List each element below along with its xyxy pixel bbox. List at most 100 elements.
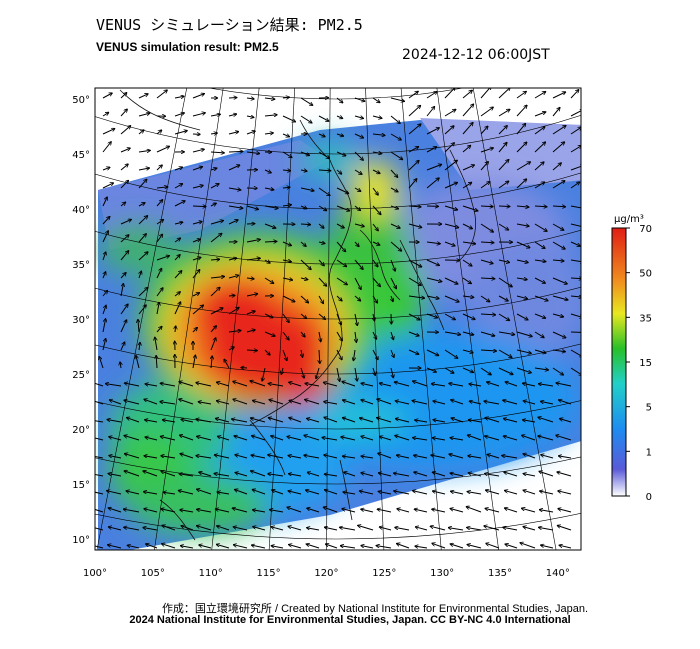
wind-arrow (282, 187, 290, 188)
wind-arrow (505, 382, 518, 387)
wind-arrow (124, 400, 140, 405)
wind-arrow (233, 399, 248, 405)
wind-arrow (394, 382, 410, 387)
wind-arrow (354, 259, 363, 270)
wind-arrow (233, 527, 248, 531)
wind-arrow (451, 491, 464, 495)
wind-arrow (180, 454, 194, 459)
wind-arrow (282, 151, 292, 158)
wind-arrow (288, 491, 302, 495)
wind-arrow (197, 526, 212, 531)
wind-arrow (144, 456, 158, 459)
wind-arrow (235, 473, 248, 477)
wind-arrow (253, 401, 266, 405)
wind-arrow (319, 331, 321, 342)
credit-line: 作成：国立環境研究所 / Created by National Institu… (161, 603, 589, 615)
wind-arrow (390, 97, 405, 101)
wind-arrow (228, 307, 239, 315)
wind-arrow (336, 259, 347, 267)
wind-arrow (462, 205, 478, 211)
wind-arrow (552, 92, 566, 99)
wind-arrow (413, 438, 428, 441)
wind-arrow (415, 420, 428, 422)
wind-arrow (444, 109, 456, 117)
wind-arrow (534, 162, 544, 171)
lat-tick-label: 10° (72, 535, 90, 546)
wind-arrow (102, 197, 107, 207)
meridian-line (400, 88, 442, 550)
wind-arrow (336, 187, 349, 194)
wind-arrow (174, 113, 184, 117)
wind-arrow (102, 112, 109, 117)
wind-arrow (557, 526, 572, 531)
wind-arrow (361, 546, 374, 549)
wind-arrow (102, 129, 115, 135)
wind-arrow (289, 474, 302, 477)
wind-arrow (156, 302, 159, 315)
wind-arrow (318, 277, 327, 286)
wind-arrow (161, 509, 176, 513)
wind-arrow (468, 456, 482, 459)
wind-arrow (395, 527, 410, 531)
wind-arrow (307, 508, 320, 513)
lon-tick-label: 100° (83, 568, 107, 579)
wind-arrow (120, 164, 128, 171)
wind-arrow (390, 223, 400, 228)
wind-arrow (541, 545, 554, 549)
wind-arrow (355, 331, 356, 342)
wind-arrow (541, 455, 554, 459)
wind-arrow (145, 384, 158, 387)
wind-arrow (138, 252, 148, 261)
coastlines (119, 89, 477, 541)
wind-arrow (336, 205, 350, 211)
wind-arrow (232, 508, 248, 513)
wind-arrow (498, 277, 512, 287)
wind-arrow (390, 349, 394, 358)
wind-arrow (282, 205, 291, 206)
wind-arrow (323, 507, 338, 513)
wind-arrow (192, 355, 195, 369)
wind-arrow (138, 319, 139, 333)
wind-arrow (534, 142, 546, 153)
wind-arrow (246, 258, 260, 260)
wind-arrow (444, 160, 457, 171)
wind-arrow (322, 438, 338, 441)
wind-arrow (462, 367, 473, 372)
wind-arrow (552, 163, 561, 171)
wind-arrow (361, 509, 374, 513)
parallel-line (95, 456, 581, 485)
wind-arrow (210, 221, 223, 225)
wind-arrow (570, 331, 581, 333)
wind-arrow (552, 108, 560, 117)
wind-arrow (161, 471, 176, 477)
wind-arrow (103, 272, 106, 279)
wind-arrow (480, 295, 490, 302)
wind-arrow (287, 437, 302, 441)
wind-arrow (108, 527, 122, 531)
wind-arrow (192, 222, 202, 225)
wind-arrow (449, 383, 464, 387)
wind-arrow (192, 185, 203, 189)
wind-arrow (560, 419, 572, 423)
wind-arrow (282, 295, 295, 302)
wind-arrow (534, 277, 545, 283)
wind-arrow (570, 367, 581, 375)
wind-arrow (394, 491, 410, 495)
wind-arrow (336, 313, 341, 325)
title-en: VENUS simulation result: PM2.5 (96, 40, 279, 54)
meridian-line (326, 88, 331, 550)
wind-arrow (108, 474, 122, 477)
wind-arrow (120, 251, 129, 261)
wind-arrow (408, 349, 419, 354)
wind-arrow (192, 167, 203, 171)
wind-arrow (251, 471, 266, 477)
wind-arrow (307, 472, 320, 477)
wind-arrow (534, 349, 546, 353)
wind-arrow (539, 510, 554, 513)
map-frame (94, 87, 582, 551)
wind-arrow (516, 142, 527, 153)
wind-arrow (282, 331, 289, 340)
wind-arrow (444, 88, 455, 99)
parallel-line (95, 229, 581, 265)
wind-arrow (196, 456, 212, 459)
